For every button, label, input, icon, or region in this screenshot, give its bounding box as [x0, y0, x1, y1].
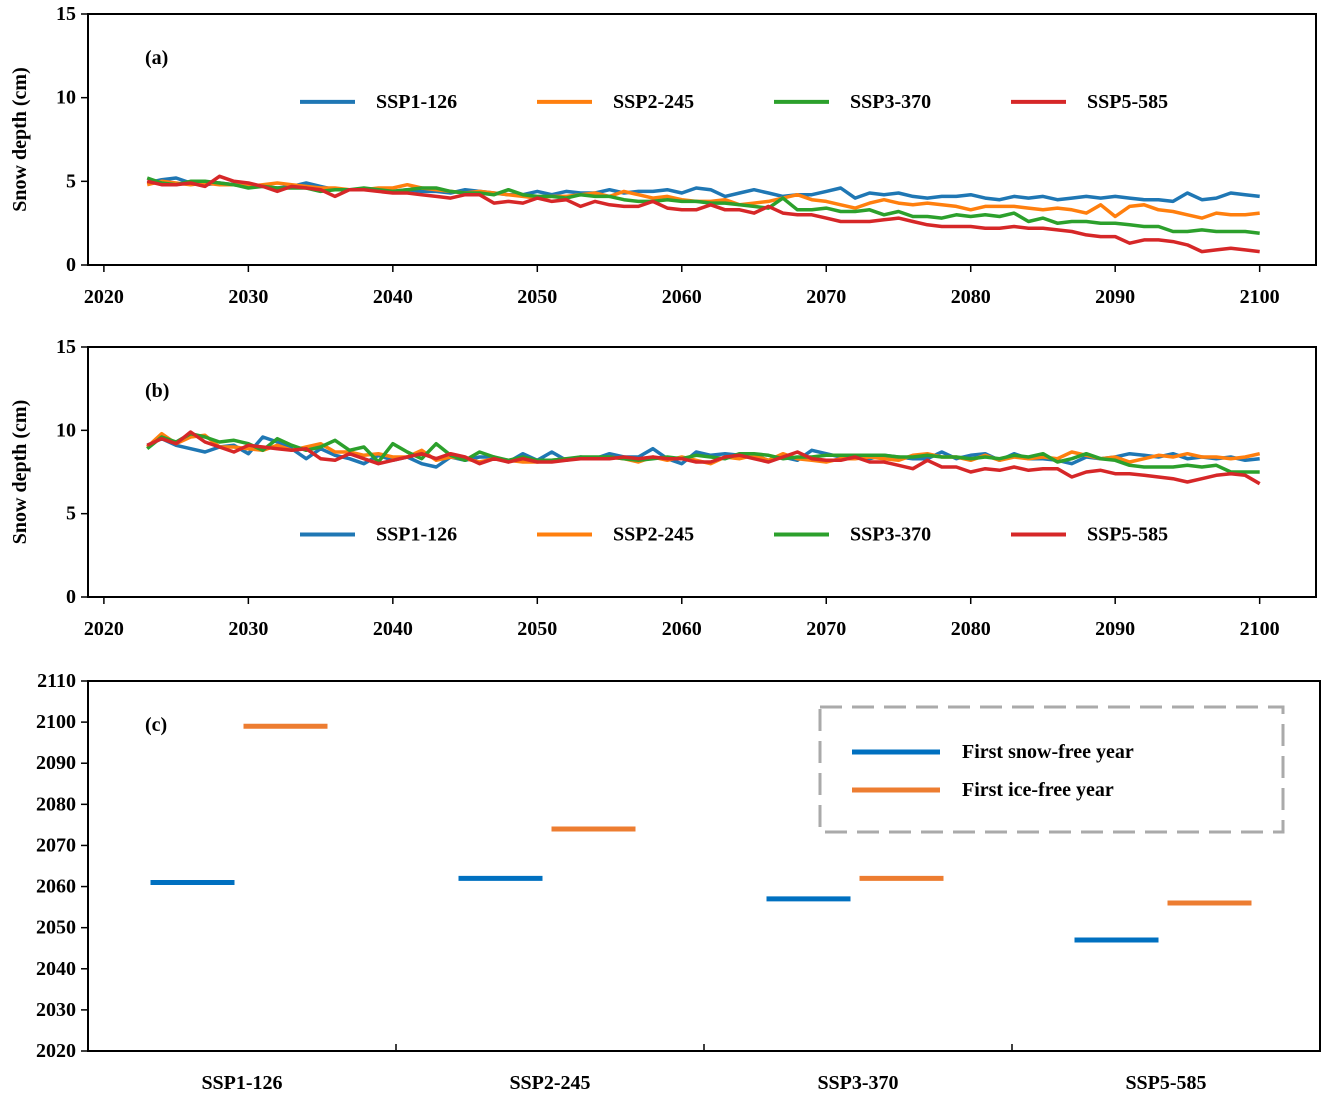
plot-frame	[87, 346, 1317, 598]
x-tick-label: 2090	[1095, 618, 1135, 640]
y-tick-label: 10	[56, 419, 76, 441]
plot-frame	[87, 680, 1321, 1052]
series-line	[146, 435, 1260, 469]
plot-frame	[87, 13, 1317, 266]
legend-label: SSP1-126	[376, 524, 457, 546]
y-tick-label: 2060	[36, 876, 76, 898]
legend-label: SSP5-585	[1087, 91, 1168, 113]
y-tick-label: 15	[56, 336, 76, 358]
series-line	[146, 179, 1260, 220]
y-tick-label: 2110	[37, 670, 76, 692]
series-line	[146, 176, 1260, 235]
y-tick-label: 5	[66, 170, 76, 192]
x-tick-label: 2090	[1095, 286, 1135, 308]
y-tick-label: 2090	[36, 752, 76, 774]
x-tick-label: SSP2-245	[509, 1072, 590, 1094]
x-tick-label: 2020	[84, 286, 124, 308]
x-tick-label: SSP5-585	[1125, 1072, 1206, 1094]
legend-label: First snow-free year	[962, 741, 1134, 763]
x-tick-label: 2050	[517, 286, 557, 308]
legend-label: SSP5-585	[1087, 524, 1168, 546]
series-line	[146, 430, 1261, 486]
legend-label: SSP1-126	[376, 91, 457, 113]
x-tick-label: SSP3-370	[817, 1072, 898, 1094]
x-tick-label: 2080	[951, 286, 991, 308]
legend-label: SSP2-245	[613, 524, 694, 546]
x-tick-label: 2100	[1240, 618, 1280, 640]
x-tick-label: 2020	[84, 618, 124, 640]
x-tick-label: SSP1-126	[201, 1072, 282, 1094]
x-tick-label: 2070	[806, 286, 846, 308]
x-tick-label: 2070	[806, 618, 846, 640]
series-line	[146, 431, 1260, 474]
y-tick-label: 2080	[36, 793, 76, 815]
x-tick-label: 2060	[662, 286, 702, 308]
y-tick-label: 2030	[36, 999, 76, 1021]
x-tick-label: 2030	[228, 618, 268, 640]
x-tick-label: 2050	[517, 618, 557, 640]
x-tick-label: 2030	[228, 286, 268, 308]
y-tick-label: 2020	[36, 1040, 76, 1062]
x-tick-label: 2040	[373, 618, 413, 640]
y-tick-label: 0	[66, 254, 76, 276]
y-tick-label: 10	[56, 87, 76, 109]
panel-label: (b)	[145, 380, 169, 402]
legend-frame	[818, 705, 1285, 834]
legend-label: SSP2-245	[613, 91, 694, 113]
series-line	[146, 174, 1260, 254]
x-tick-label: 2100	[1240, 286, 1280, 308]
y-tick-label: 2050	[36, 917, 76, 939]
y-axis-label: Snow depth (cm)	[9, 67, 31, 211]
panel-label: (c)	[145, 714, 167, 736]
x-tick-label: 2040	[373, 286, 413, 308]
y-tick-label: 15	[56, 3, 76, 25]
y-tick-label: 2100	[36, 711, 76, 733]
legend-label: First ice-free year	[962, 779, 1114, 801]
x-tick-label: 2060	[662, 618, 702, 640]
x-tick-label: 2080	[951, 618, 991, 640]
legend-label: SSP3-370	[850, 524, 931, 546]
y-tick-label: 2070	[36, 834, 76, 856]
y-tick-label: 5	[66, 503, 76, 525]
legend-label: SSP3-370	[850, 91, 931, 113]
panel-label: (a)	[145, 47, 168, 69]
y-tick-label: 0	[66, 586, 76, 608]
y-axis-label: Snow depth (cm)	[9, 400, 31, 544]
y-tick-label: 2040	[36, 958, 76, 980]
